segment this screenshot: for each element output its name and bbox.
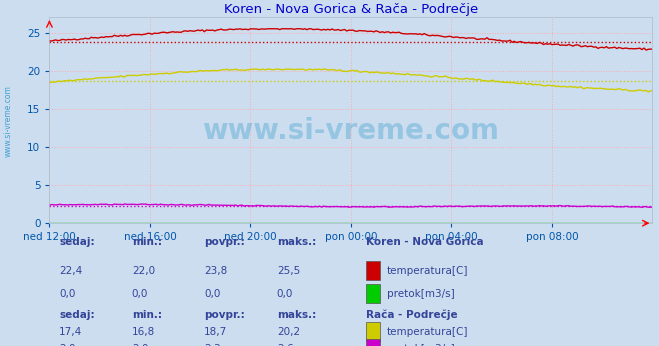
Text: 18,7: 18,7	[204, 327, 227, 337]
Text: temperatura[C]: temperatura[C]	[387, 266, 469, 276]
Text: 2,0: 2,0	[132, 344, 148, 346]
Text: 17,4: 17,4	[59, 327, 82, 337]
Text: povpr.:: povpr.:	[204, 310, 245, 320]
Text: 2,3: 2,3	[204, 344, 221, 346]
Text: min.:: min.:	[132, 310, 162, 320]
Text: 0,0: 0,0	[132, 289, 148, 299]
Text: 2,6: 2,6	[277, 344, 293, 346]
Text: 0,0: 0,0	[277, 289, 293, 299]
Text: 22,0: 22,0	[132, 266, 155, 276]
Text: www.si-vreme.com: www.si-vreme.com	[3, 85, 13, 157]
Text: sedaj:: sedaj:	[59, 237, 95, 247]
Text: www.si-vreme.com: www.si-vreme.com	[202, 117, 500, 145]
Text: maks.:: maks.:	[277, 237, 316, 247]
Text: 0,0: 0,0	[59, 289, 76, 299]
Text: 0,0: 0,0	[204, 289, 221, 299]
Text: 16,8: 16,8	[132, 327, 155, 337]
Text: povpr.:: povpr.:	[204, 237, 245, 247]
Text: 22,4: 22,4	[59, 266, 82, 276]
Text: maks.:: maks.:	[277, 310, 316, 320]
Text: Rača - Podrečje: Rača - Podrečje	[366, 310, 457, 320]
Text: 20,2: 20,2	[277, 327, 300, 337]
Text: 23,8: 23,8	[204, 266, 227, 276]
Text: sedaj:: sedaj:	[59, 310, 95, 320]
Text: temperatura[C]: temperatura[C]	[387, 327, 469, 337]
Text: Koren - Nova Gorica: Koren - Nova Gorica	[366, 237, 483, 247]
Text: 2,0: 2,0	[59, 344, 76, 346]
Title: Koren - Nova Gorica & Rača - Podrečje: Koren - Nova Gorica & Rača - Podrečje	[224, 3, 478, 16]
Text: min.:: min.:	[132, 237, 162, 247]
Text: 25,5: 25,5	[277, 266, 300, 276]
Text: pretok[m3/s]: pretok[m3/s]	[387, 344, 455, 346]
Text: pretok[m3/s]: pretok[m3/s]	[387, 289, 455, 299]
